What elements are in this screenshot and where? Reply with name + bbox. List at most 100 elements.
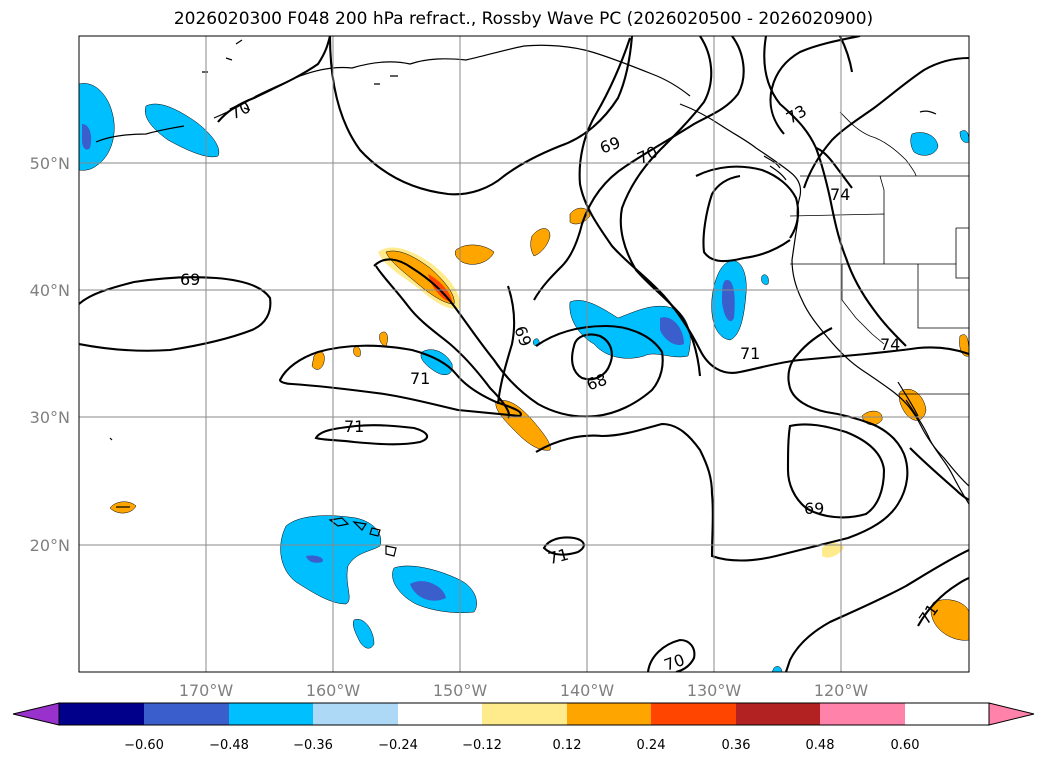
colorbar-tick: −0.12: [462, 738, 502, 753]
contour-line: [646, 638, 696, 672]
colorbar-segment: [229, 703, 313, 725]
colorbar-tick: 0.24: [637, 738, 666, 753]
state-border: [841, 264, 885, 345]
colorbar: −0.60 −0.48 −0.36 −0.24 −0.12 0.12 0.24 …: [12, 702, 1035, 753]
contour-line: [496, 285, 516, 405]
shading-orange: [569, 207, 591, 225]
lon-label: 160°W: [306, 681, 361, 700]
shading-dark-blue: [660, 317, 684, 346]
colorbar-segment: [482, 703, 567, 725]
shading-blue: [280, 515, 382, 605]
contour-lines: [79, 36, 969, 672]
contour-label: 74: [880, 335, 900, 354]
hawaii-islands: [328, 517, 397, 557]
russia-coast: [235, 39, 937, 115]
contour-line: [702, 174, 791, 263]
map-background: [79, 36, 969, 672]
contour-line: [786, 423, 886, 519]
colorbar-segment: [736, 703, 820, 725]
colorbar-segment: [651, 703, 736, 725]
lon-label: 130°W: [687, 681, 742, 700]
contour-label: 74: [830, 185, 850, 204]
contour-line: [769, 36, 861, 135]
state-border: [955, 227, 969, 264]
contour-line: [578, 37, 969, 374]
contour-line: [763, 36, 907, 347]
shading-dark-blue: [410, 581, 446, 601]
contour-label: 71: [410, 369, 430, 388]
contour-line: [695, 165, 800, 239]
contour-line: [375, 265, 510, 419]
contour-label: 71: [740, 344, 760, 363]
colorbar-tick: −0.48: [209, 738, 249, 753]
state-border: [917, 264, 969, 329]
contour-label: 71: [344, 417, 364, 436]
contour-line: [328, 36, 634, 196]
contour-line: [217, 36, 332, 123]
colorbar-tick: −0.60: [124, 738, 164, 753]
baja-gulf-coast: [897, 381, 919, 417]
contour-label: 69: [804, 499, 824, 518]
colorbar-extend-high: [988, 702, 1035, 726]
colorbar-segment: [59, 703, 144, 725]
shading-orange: [530, 228, 551, 257]
baja-coast: [905, 399, 969, 505]
alaska-panhandle: [679, 103, 802, 221]
contour-line: [619, 36, 713, 377]
colorbar-tick: 0.60: [891, 738, 920, 753]
longitude-labels: 170°W 160°W 150°W 140°W 130°W 120°W: [179, 681, 869, 700]
shading-orange: [930, 599, 969, 641]
colorbar-segment: [144, 703, 229, 725]
contour-label: 71: [546, 545, 571, 569]
shading-dark-blue: [82, 124, 92, 150]
colorbar-tick: 0.36: [722, 738, 751, 753]
contour-line: [533, 36, 745, 301]
island-dots: [109, 57, 398, 441]
contour-line: [815, 147, 853, 189]
colorbar-segment: [398, 703, 482, 725]
colorbar-segment: [567, 703, 651, 725]
shading-blue: [959, 130, 969, 143]
map-title: 2026020300 F048 200 hPa refract., Rossby…: [173, 9, 874, 29]
contour-line: [535, 327, 909, 562]
canada-island-coast: [763, 155, 787, 181]
colorbar-tick: 0.48: [806, 738, 835, 753]
map-frame: [78, 35, 970, 673]
contour-line: [314, 424, 429, 446]
shading-blue: [771, 666, 783, 672]
lat-label: 40°N: [30, 281, 70, 300]
contour-line: [571, 333, 613, 381]
contour-line: [909, 447, 969, 501]
colorbar-tick: −0.36: [293, 738, 333, 753]
graticule: [79, 36, 969, 672]
shading-yellow: [822, 542, 844, 558]
shading-blue: [910, 132, 939, 156]
shading-dark-blue: [306, 555, 323, 563]
canada-province-border: [839, 111, 917, 177]
colorbar-tick: 0.12: [553, 738, 582, 753]
contour-label: 69: [180, 270, 200, 289]
colorbar-outline: [58, 702, 990, 726]
contour-line: [785, 549, 969, 672]
colorbar-segment: [820, 703, 905, 725]
shading-blue: [761, 274, 769, 285]
lon-label: 150°W: [433, 681, 488, 700]
lon-label: 170°W: [179, 681, 234, 700]
lon-label: 120°W: [814, 681, 869, 700]
contour-label: 70: [662, 650, 688, 675]
contour-line: [542, 536, 585, 556]
political-borders: [789, 111, 969, 395]
contour-line: [373, 258, 664, 418]
contour-line: [803, 56, 969, 189]
colorbar-extend-low: [12, 702, 60, 726]
refractivity-shading: [79, 83, 969, 672]
shading-blue: [352, 619, 375, 649]
state-border: [790, 263, 969, 279]
lon-label: 140°W: [560, 681, 615, 700]
contour-line: [917, 577, 969, 627]
lat-label: 20°N: [30, 536, 70, 555]
shading-orange: [455, 244, 495, 265]
colorbar-segment: [905, 703, 989, 725]
state-border: [879, 175, 885, 214]
